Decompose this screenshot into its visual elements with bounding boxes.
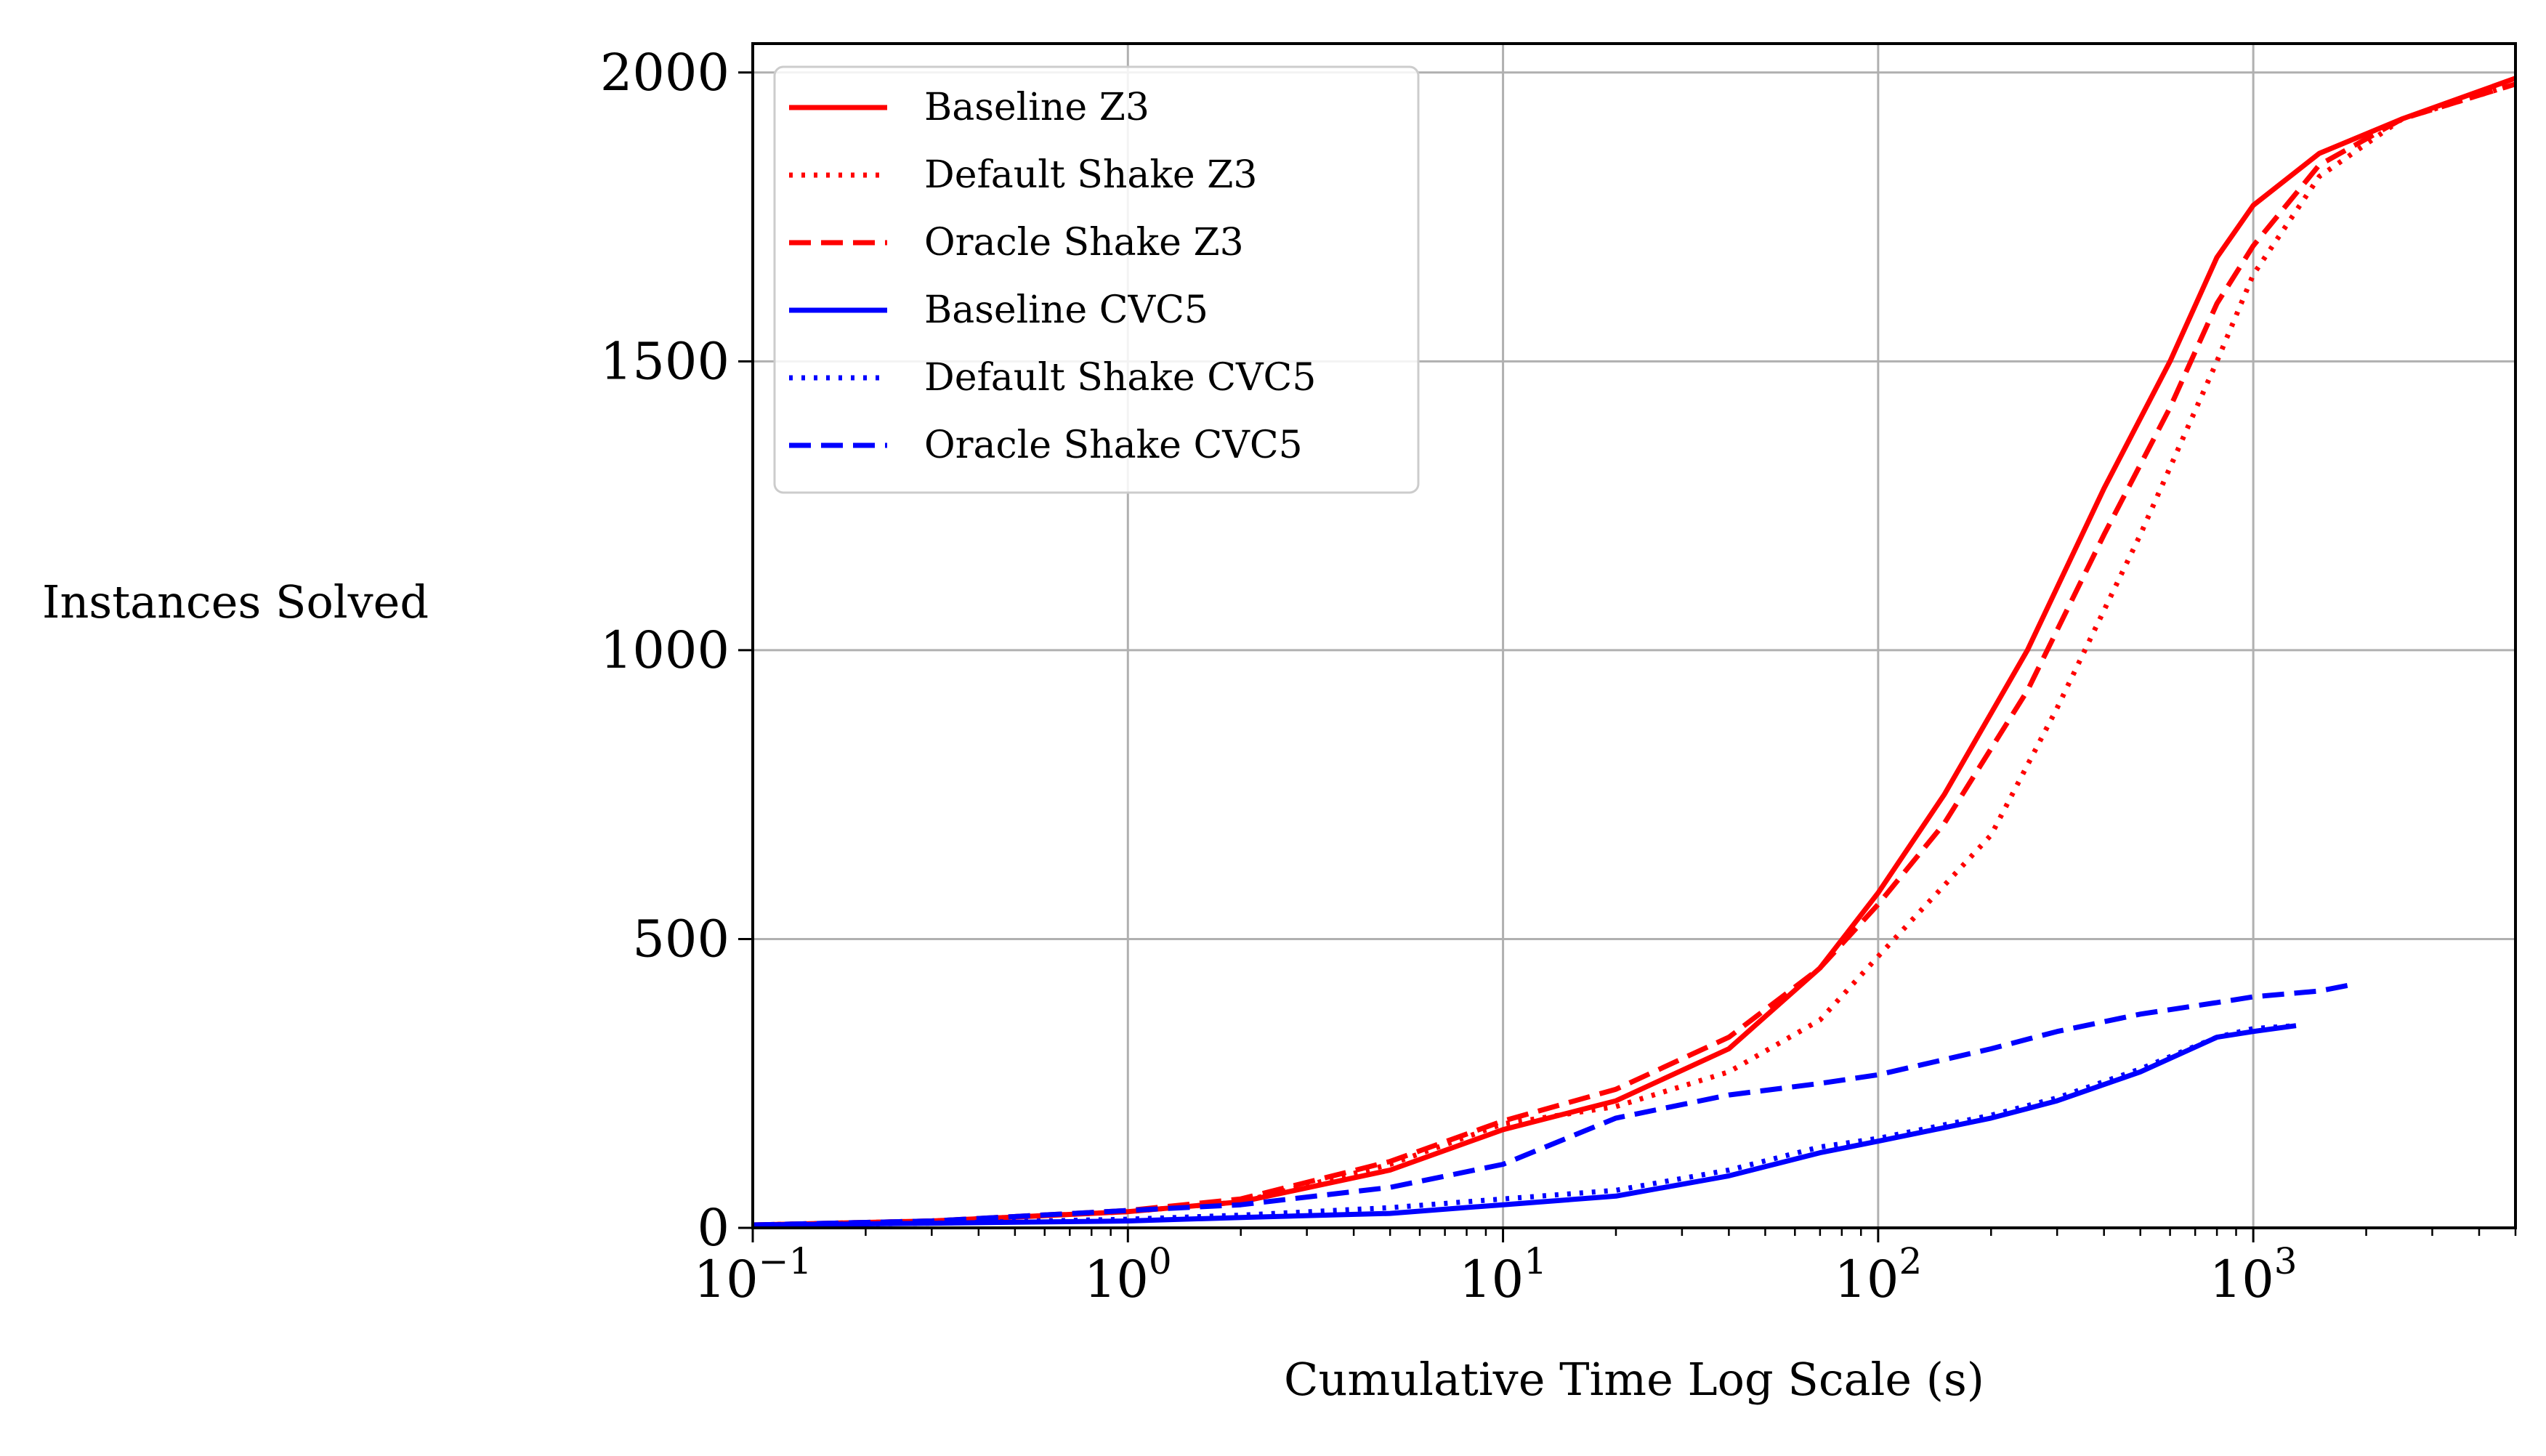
y-axis-title: Instances Solved	[42, 575, 429, 628]
legend-label: Oracle Shake Z3	[924, 221, 1244, 264]
series-line	[753, 1023, 2297, 1228]
x-tick-label: 103	[2210, 1240, 2298, 1309]
series-line	[753, 76, 2515, 1228]
x-tick-label: 102	[1834, 1240, 1922, 1309]
legend-label: Oracle Shake CVC5	[924, 424, 1303, 467]
legend-label: Baseline CVC5	[924, 288, 1208, 332]
legend-label: Baseline Z3	[924, 86, 1149, 129]
x-tick-label: 10−1	[694, 1240, 812, 1309]
series-line	[753, 81, 2515, 1228]
y-tick-label: 1000	[600, 620, 730, 680]
x-tick-label: 100	[1084, 1240, 1172, 1309]
legend: Baseline Z3 Default Shake Z3 Oracle Shake …	[773, 65, 1420, 494]
axis-ticks: 10−1 100 101 102 103 0 500 1000 1500 2000	[600, 43, 2517, 1309]
y-tick-label: 1500	[600, 331, 730, 391]
x-axis-title: Cumulative Time Log Scale (s)	[1284, 1353, 1984, 1406]
y-tick-label: 2000	[600, 43, 730, 102]
series-line	[753, 982, 2350, 1228]
plot-lines	[753, 76, 2515, 1228]
y-tick-label: 0	[697, 1198, 730, 1258]
series-line	[753, 81, 2515, 1228]
legend-label: Default Shake CVC5	[924, 356, 1316, 400]
plot-frame	[751, 42, 2517, 1229]
legend-box	[773, 65, 1420, 494]
legend-label: Default Shake Z3	[924, 153, 1257, 197]
series-line	[753, 1023, 2297, 1228]
x-tick-label: 101	[1459, 1240, 1547, 1309]
y-tick-label: 500	[632, 909, 730, 968]
